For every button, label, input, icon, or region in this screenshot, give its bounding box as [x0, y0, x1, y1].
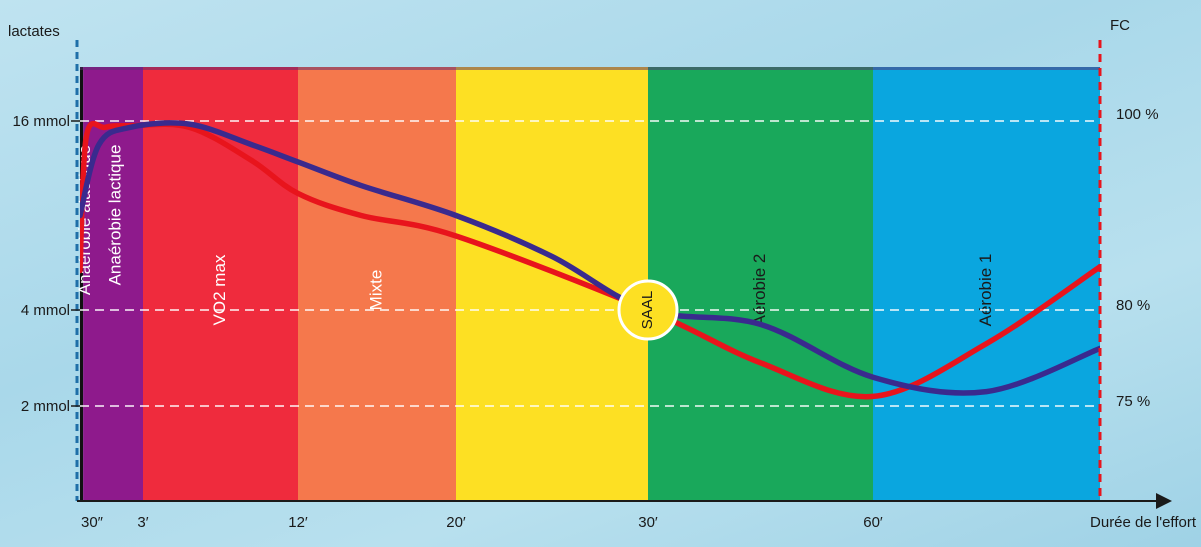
zones-layer: Anaérobie alactique Anaérobie lactiqueVO2… — [75, 67, 1100, 501]
grid-layer — [80, 120, 1100, 407]
left-axis-label: lactates — [8, 23, 60, 40]
y-tick-right-1: 80 % — [1116, 297, 1150, 314]
series-layer — [80, 120, 1100, 400]
x-tick-5: 60′ — [863, 514, 883, 531]
top-band — [80, 67, 1100, 70]
zone-5 — [648, 67, 873, 501]
x-tick-2: 12′ — [288, 514, 308, 531]
zone-1 — [83, 67, 143, 501]
x-axis-arrow-icon — [1156, 493, 1172, 509]
zone-label-3: Mixte — [366, 270, 385, 311]
x-tick-6: Durée de l'effort — [1090, 514, 1197, 531]
saal-label: SAAL — [639, 291, 656, 329]
x-tick-4: 30′ — [638, 514, 658, 531]
saal-annotation: SAAL — [617, 279, 679, 341]
x-tick-3: 20′ — [446, 514, 466, 531]
series-line-1 — [80, 120, 1100, 396]
y-tick-right-0: 100 % — [1116, 106, 1159, 123]
zone-label-2: VO2 max — [210, 254, 229, 325]
zone-label-1: Anaérobie lactique — [106, 145, 125, 286]
x-ticks: 30″ 3′ 12′ 20′ 30′ 60′ Durée de l'effort — [81, 514, 1197, 531]
series-line-0 — [80, 120, 1100, 400]
y-ticks-left: 16 mmol 4 mmol 2 mmol — [12, 113, 80, 415]
zone-0 — [80, 67, 84, 501]
zone-3 — [298, 67, 456, 501]
y-ticks-right: 100 % 80 % 75 % — [1116, 106, 1159, 410]
saal-marker — [617, 279, 679, 341]
zone-label-6: Aérobie 1 — [976, 254, 995, 327]
x-tick-0: 30″ — [81, 514, 104, 531]
x-tick-1: 3′ — [137, 514, 148, 531]
right-axis-label: FC — [1110, 17, 1130, 34]
y-tick-right-2: 75 % — [1116, 393, 1150, 410]
zone-4 — [456, 67, 648, 501]
y-tick-left-1: 4 mmol — [21, 302, 70, 319]
zone-6 — [873, 67, 1100, 501]
zone-label-5: Aérobie 2 — [750, 254, 769, 327]
y-tick-left-0: 16 mmol — [12, 113, 70, 130]
y-tick-left-2: 2 mmol — [21, 398, 70, 415]
